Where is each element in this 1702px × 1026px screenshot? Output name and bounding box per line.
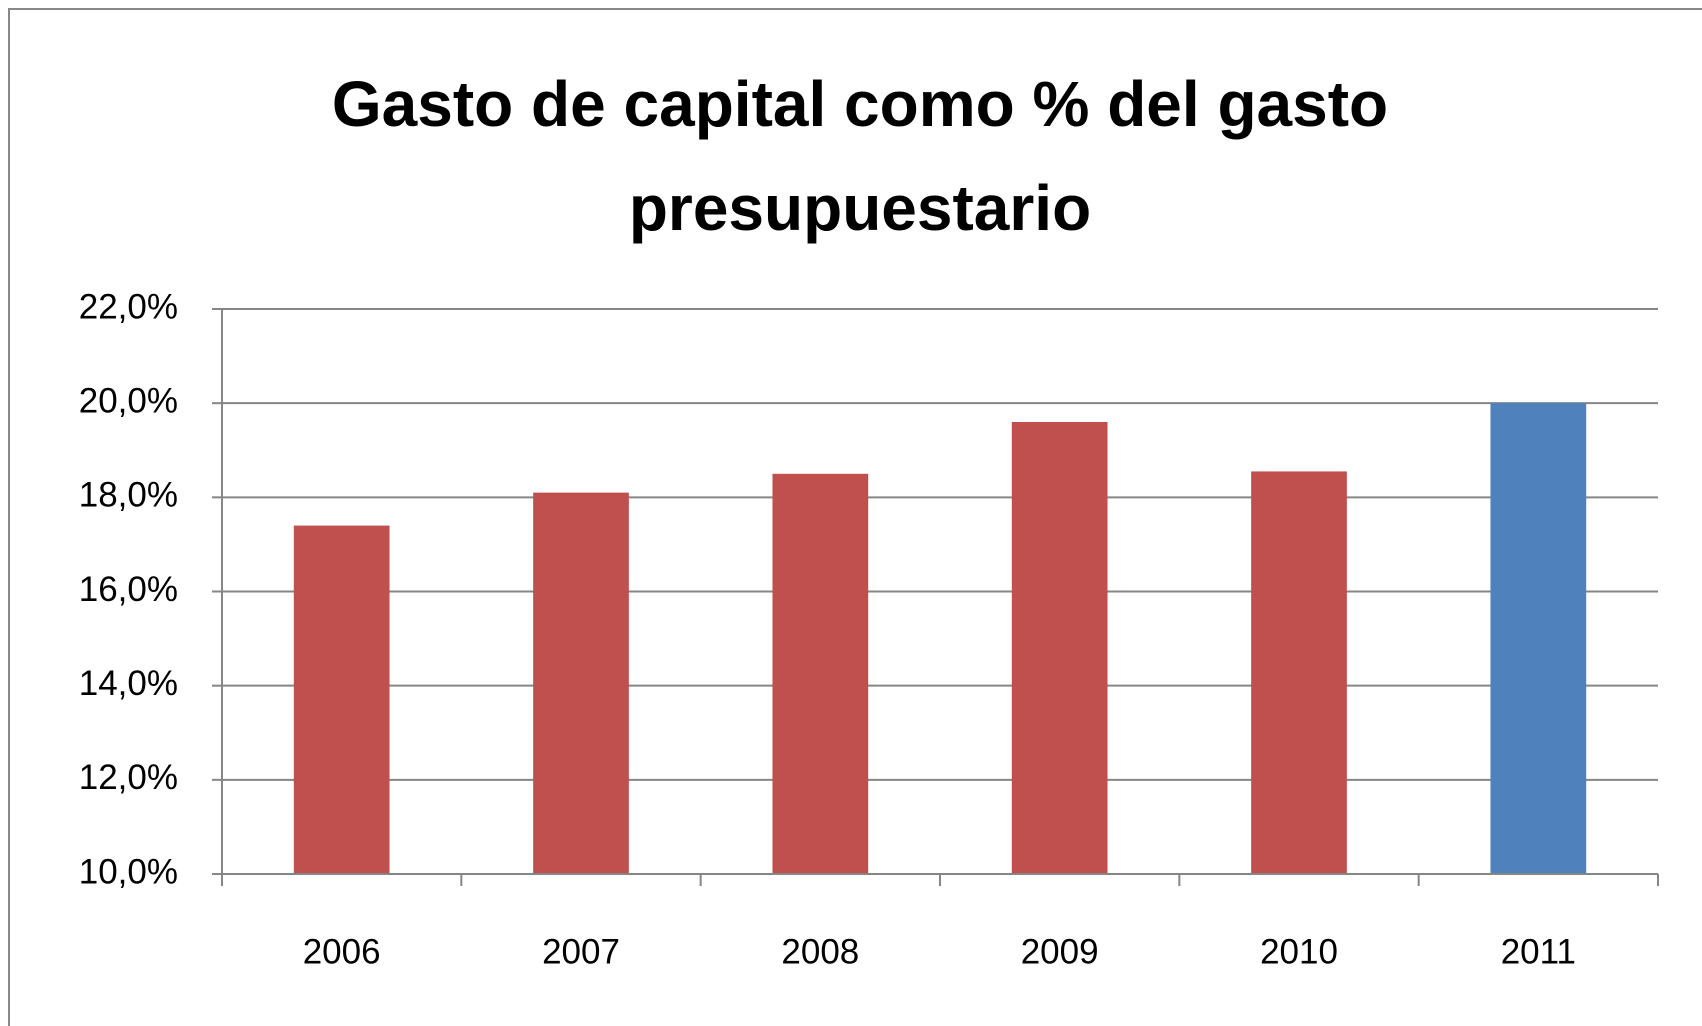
bar xyxy=(1011,422,1108,874)
x-tick-label: 2008 xyxy=(781,932,859,971)
chart-frame xyxy=(8,8,1702,1026)
bar xyxy=(1251,471,1347,874)
y-tick-label: 10,0% xyxy=(79,852,178,891)
y-tick-label: 22,0% xyxy=(79,287,178,326)
x-tick-label: 2009 xyxy=(1021,932,1099,971)
x-tick-label: 2007 xyxy=(542,932,620,971)
y-tick-label: 16,0% xyxy=(79,570,178,609)
x-tick-label: 2006 xyxy=(303,932,381,971)
y-tick-label: 18,0% xyxy=(79,476,178,515)
chart-title: Gasto de capital como % del gasto presup… xyxy=(331,68,1389,244)
bar xyxy=(1490,403,1587,874)
bar xyxy=(772,473,869,874)
x-tick-label: 2010 xyxy=(1260,932,1338,971)
x-tick-label: 2011 xyxy=(1501,932,1576,971)
y-tick-label: 12,0% xyxy=(79,758,178,797)
bar xyxy=(293,525,390,874)
y-tick-label: 14,0% xyxy=(79,664,178,703)
bar xyxy=(533,492,629,874)
y-tick-label: 20,0% xyxy=(79,381,178,420)
